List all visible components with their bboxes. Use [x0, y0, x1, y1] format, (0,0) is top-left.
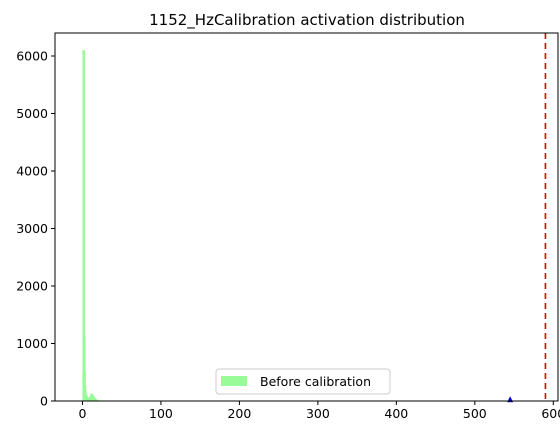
x-tick-label: 600: [541, 406, 560, 421]
x-tick-label: 400: [384, 406, 408, 421]
y-tick-label: 2000: [16, 279, 48, 294]
x-tick-label: 500: [463, 406, 487, 421]
y-axis: 0 1000 2000 3000 4000 5000 6000: [16, 49, 55, 409]
histogram-bar: [82, 336, 86, 401]
histogram-bars: [82, 50, 100, 401]
histogram-bar: [85, 396, 89, 401]
x-axis: 0 100 200 300 400 500 600: [78, 401, 560, 421]
histogram-bar: [88, 396, 92, 401]
histogram-bar: [91, 395, 95, 401]
y-tick-label: 6000: [16, 49, 48, 64]
overlays: [507, 33, 547, 403]
plot-frame: [54, 32, 559, 402]
y-tick-label: 3000: [16, 221, 48, 236]
legend-swatch: [221, 376, 247, 386]
histogram-bar: [93, 397, 97, 401]
y-tick-label: 4000: [16, 164, 48, 179]
y-tick-label: 0: [40, 394, 48, 409]
legend-box: [215, 368, 391, 395]
histogram-bar: [95, 399, 98, 401]
chart-title: 1152_HzCalibration activation distributi…: [149, 11, 465, 30]
x-tick-label: 100: [149, 406, 173, 421]
x-tick-label: 300: [306, 406, 330, 421]
legend-label: Before calibration: [260, 374, 371, 389]
histogram-bar: [90, 393, 93, 401]
histogram-bar: [87, 397, 90, 401]
y-tick-label: 5000: [16, 106, 48, 121]
x-tick-label: 200: [227, 406, 251, 421]
y-tick-label: 1000: [16, 336, 48, 351]
histogram-bar: [82, 50, 86, 401]
x-tick-label: 0: [78, 406, 86, 421]
legend: Before calibration: [215, 368, 391, 395]
